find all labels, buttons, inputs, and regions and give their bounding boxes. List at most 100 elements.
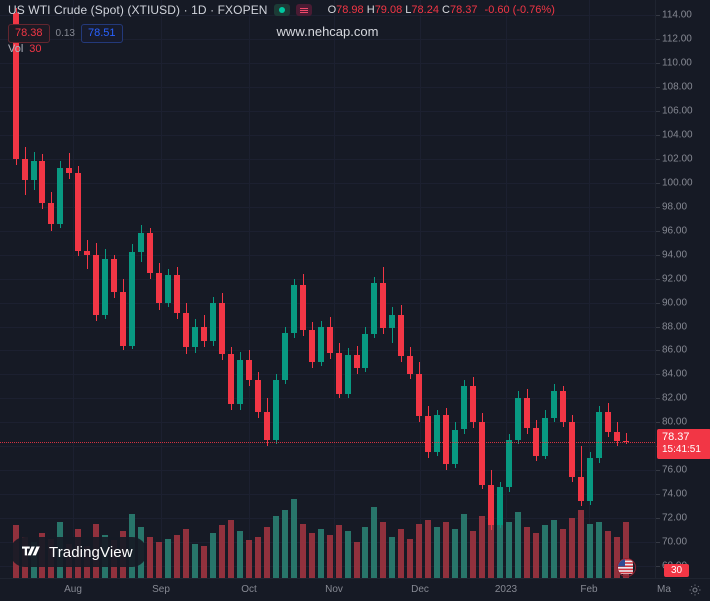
candle-body bbox=[578, 477, 584, 502]
volume-bar bbox=[515, 512, 521, 578]
time-tick-label: Ma bbox=[657, 584, 671, 595]
price-tick-mark bbox=[656, 350, 660, 351]
candle-body bbox=[515, 398, 521, 441]
price-tick-label: 114.00 bbox=[662, 9, 692, 21]
candle-body bbox=[13, 12, 19, 159]
candle-body bbox=[488, 484, 494, 526]
time-tick-label: Oct bbox=[241, 584, 257, 595]
candle-body bbox=[165, 275, 171, 303]
candle-body bbox=[237, 360, 243, 405]
price-tick-mark bbox=[656, 231, 660, 232]
volume-bar bbox=[237, 531, 243, 578]
candle-body bbox=[461, 386, 467, 430]
grid-line bbox=[0, 39, 655, 40]
price-axis[interactable]: 78.37 15:41:51 30 68.0070.0072.0074.0076… bbox=[655, 0, 710, 578]
time-tick-label: Aug bbox=[64, 584, 82, 595]
gear-icon[interactable] bbox=[688, 583, 702, 597]
grid-line-vertical bbox=[334, 0, 335, 578]
candle-wick bbox=[626, 433, 627, 444]
grid-line bbox=[0, 422, 655, 423]
candle-body bbox=[354, 355, 360, 369]
price-tick-label: 108.00 bbox=[662, 81, 693, 93]
price-tick-label: 90.00 bbox=[662, 297, 688, 309]
time-tick-label: Feb bbox=[580, 584, 598, 595]
volume-bar bbox=[156, 542, 162, 578]
volume-bar bbox=[183, 529, 189, 578]
candle-body bbox=[587, 458, 593, 502]
volume-bar bbox=[380, 521, 386, 578]
candle-body bbox=[345, 355, 351, 394]
grid-line bbox=[0, 518, 655, 519]
grid-line-vertical bbox=[506, 0, 507, 578]
volume-bar bbox=[192, 544, 198, 578]
candle-body bbox=[524, 398, 530, 429]
volume-bar bbox=[345, 531, 351, 578]
candle-body bbox=[66, 168, 72, 174]
candle-body bbox=[75, 173, 81, 252]
volume-bar bbox=[479, 516, 485, 578]
volume-bar bbox=[318, 529, 324, 578]
volume-bar bbox=[389, 536, 395, 578]
price-tick-mark bbox=[656, 111, 660, 112]
candle-body bbox=[416, 374, 422, 417]
price-tick-label: 112.00 bbox=[662, 33, 692, 45]
candle-body bbox=[443, 415, 449, 465]
volume-bar bbox=[614, 536, 620, 578]
grid-line bbox=[0, 255, 655, 256]
us-flag-icon[interactable] bbox=[617, 558, 636, 577]
chart-pane[interactable] bbox=[0, 0, 655, 578]
price-tick-mark bbox=[656, 39, 660, 40]
time-tick-label: Sep bbox=[152, 584, 170, 595]
volume-bar bbox=[578, 510, 584, 578]
current-price-line bbox=[0, 442, 655, 443]
candle-body bbox=[425, 416, 431, 453]
candle-body bbox=[551, 391, 557, 418]
volume-bar bbox=[506, 521, 512, 578]
price-tick-mark bbox=[656, 255, 660, 256]
price-tick-label: 102.00 bbox=[662, 153, 693, 165]
price-tick-mark bbox=[656, 207, 660, 208]
candle-body bbox=[228, 354, 234, 405]
price-tick-label: 86.00 bbox=[662, 344, 688, 356]
candle-body bbox=[389, 314, 395, 328]
volume-bar bbox=[165, 538, 171, 578]
candle-body bbox=[614, 431, 620, 442]
price-tick-mark bbox=[656, 542, 660, 543]
grid-line bbox=[0, 183, 655, 184]
candle-body bbox=[147, 233, 153, 273]
volume-bar bbox=[210, 532, 216, 578]
candle-body bbox=[48, 203, 54, 224]
price-tick-label: 106.00 bbox=[662, 105, 693, 117]
candle-body bbox=[596, 411, 602, 459]
time-tick-label: Dec bbox=[411, 584, 429, 595]
candle-body bbox=[129, 252, 135, 346]
candle-body bbox=[84, 251, 90, 255]
time-axis[interactable]: Aug Sep Oct Nov Dec 2023 Feb Ma bbox=[0, 578, 710, 601]
price-tick-label: 80.00 bbox=[662, 416, 688, 428]
volume-bar bbox=[443, 521, 449, 578]
volume-bar bbox=[470, 531, 476, 578]
volume-bar bbox=[300, 523, 306, 578]
current-price-value: 78.37 bbox=[662, 431, 690, 443]
volume-bar bbox=[416, 523, 422, 578]
candle-body bbox=[31, 161, 37, 181]
volume-bar bbox=[542, 525, 548, 578]
volume-bar bbox=[569, 517, 575, 578]
candle-body bbox=[156, 272, 162, 303]
tradingview-logo[interactable]: TradingView bbox=[10, 537, 147, 567]
candle-body bbox=[336, 352, 342, 394]
candle-body bbox=[273, 380, 279, 441]
candle-body bbox=[434, 415, 440, 453]
current-price-tag[interactable]: 78.37 15:41:51 bbox=[657, 429, 710, 459]
grid-line bbox=[0, 63, 655, 64]
candle-body bbox=[497, 486, 503, 526]
volume-bar bbox=[273, 516, 279, 578]
candle-body bbox=[183, 313, 189, 347]
price-tick-label: 76.00 bbox=[662, 464, 688, 476]
volume-bar bbox=[371, 506, 377, 578]
price-tick-mark bbox=[656, 422, 660, 423]
volume-bar bbox=[407, 538, 413, 578]
current-price-time: 15:41:51 bbox=[662, 444, 701, 455]
price-tick-label: 98.00 bbox=[662, 201, 688, 213]
candle-body bbox=[39, 161, 45, 204]
